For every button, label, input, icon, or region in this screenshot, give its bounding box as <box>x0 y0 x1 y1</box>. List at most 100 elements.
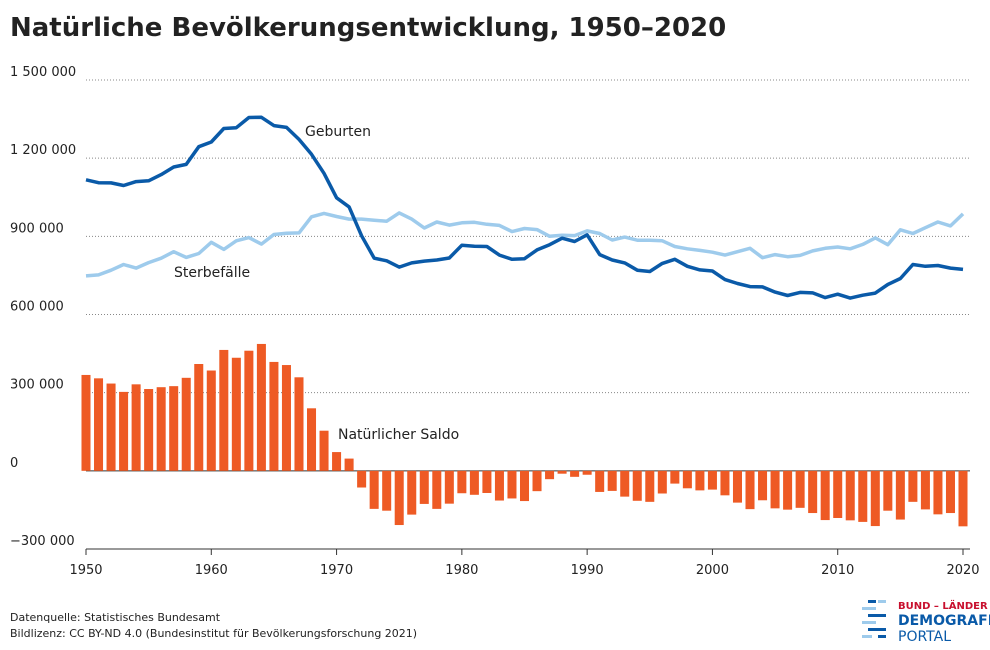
bar <box>632 470 642 501</box>
bar <box>758 470 768 501</box>
y-tick-label: 900 000 <box>10 221 64 236</box>
line <box>85 115 964 300</box>
bar <box>281 365 291 471</box>
bar <box>933 470 943 515</box>
bar <box>457 470 467 494</box>
bar <box>532 470 542 492</box>
bar <box>820 470 830 521</box>
source: Datenquelle: Statistisches Bundesamt <box>10 611 221 624</box>
bar <box>870 470 880 527</box>
bar <box>269 361 279 471</box>
logo-text: DEMOGRAFIE <box>898 613 990 629</box>
x-tick-label: 1990 <box>571 563 604 578</box>
bar <box>319 430 329 471</box>
bar <box>294 377 304 471</box>
bar <box>845 470 855 521</box>
bar <box>657 470 667 494</box>
bar <box>131 384 141 471</box>
x-tick-label: 1970 <box>320 563 353 578</box>
bar <box>519 470 530 502</box>
bar <box>256 343 266 471</box>
bar <box>357 470 367 488</box>
bar <box>670 470 680 484</box>
bar <box>369 470 379 509</box>
bar <box>482 470 492 493</box>
license: Bildlizenz: CC BY-ND 4.0 (Bundesinstitut… <box>10 627 417 640</box>
series-label: Sterbefälle <box>174 265 250 281</box>
bar <box>307 408 317 471</box>
bar <box>920 470 930 510</box>
bar <box>469 470 479 495</box>
series-label: Natürlicher Saldo <box>338 427 459 443</box>
bar <box>732 470 742 503</box>
x-tick-label: 2000 <box>696 563 729 578</box>
bar <box>119 391 129 471</box>
bar <box>419 470 429 504</box>
x-tick-label: 2020 <box>946 563 979 578</box>
bar <box>219 349 229 471</box>
bar <box>106 383 116 471</box>
y-tick-label: 300 000 <box>10 378 64 393</box>
bar <box>783 470 793 510</box>
bar <box>945 470 955 514</box>
bar <box>156 387 166 471</box>
bar <box>407 470 417 515</box>
bar <box>181 377 191 471</box>
bar <box>607 470 617 491</box>
y-tick-label: 0 <box>10 456 18 471</box>
x-tick-label: 2010 <box>821 563 854 578</box>
y-tick-label: 600 000 <box>10 300 64 315</box>
bar <box>244 350 254 471</box>
bar <box>707 470 717 490</box>
bar <box>394 470 404 526</box>
bar <box>494 470 504 501</box>
bar <box>194 364 204 471</box>
bar <box>94 378 104 471</box>
bar <box>720 470 730 496</box>
bar <box>858 470 868 522</box>
bar <box>595 470 605 492</box>
bar <box>507 470 517 499</box>
bar <box>908 470 918 502</box>
bar <box>545 470 555 480</box>
bar <box>206 370 216 471</box>
bar <box>795 470 805 508</box>
bar <box>582 470 592 475</box>
bar <box>770 470 780 509</box>
bar <box>557 470 567 474</box>
logo-text: BUND – LÄNDER <box>898 598 988 612</box>
bar <box>645 470 655 502</box>
bar <box>81 374 91 471</box>
bar <box>895 470 905 520</box>
x-tick-label: 1950 <box>69 563 102 578</box>
bar <box>570 470 580 477</box>
bar <box>344 458 354 471</box>
bar <box>332 452 342 471</box>
bar <box>883 470 893 511</box>
x-tick-label: 1980 <box>445 563 478 578</box>
bar <box>745 470 755 510</box>
bar <box>382 470 392 511</box>
line <box>85 211 965 278</box>
x-tick-label: 1960 <box>195 563 228 578</box>
y-tick-label: −300 000 <box>10 534 75 549</box>
series-label: Geburten <box>305 124 371 140</box>
bar <box>169 386 179 471</box>
bar <box>432 470 442 509</box>
bar <box>144 389 154 471</box>
logo-text: PORTAL <box>898 629 951 645</box>
bar <box>231 357 241 471</box>
y-tick-label: 1 200 000 <box>10 143 76 158</box>
bar <box>444 470 454 504</box>
bar <box>808 470 818 514</box>
bar <box>620 470 630 497</box>
bar <box>958 470 968 527</box>
bar <box>695 470 705 491</box>
y-tick-label: 1 500 000 <box>10 65 76 80</box>
bar <box>682 470 692 489</box>
chart-title: Natürliche Bevölkerungsentwicklung, 1950… <box>10 13 726 43</box>
logo-icon <box>862 600 886 638</box>
bar <box>833 470 843 518</box>
